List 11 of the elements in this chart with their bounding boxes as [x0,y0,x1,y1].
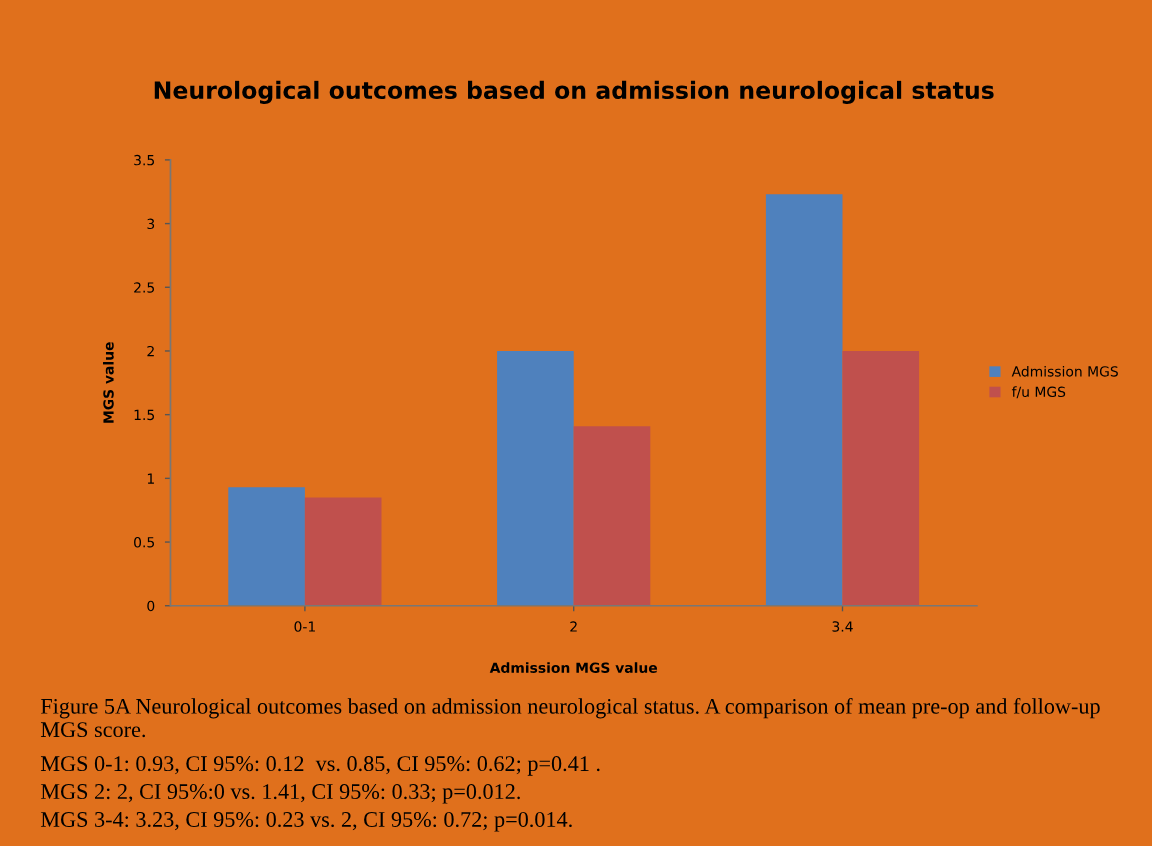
text: MGS 0-1: 0.93, CI 95%: 0.12 vs. 0.85, CI 95%: 0.62; p=0.41 . [40,756,600,776]
bar [573,426,651,606]
bar [842,350,920,606]
bar [497,350,574,606]
text: MGS 2: 2, CI 95%:0 vs. 1.41, CI 95%: 0.33; p=0.012. [40,784,520,804]
bar [304,497,382,606]
text: MGS 3-4: 3.23, CI 95%: 0.23 vs. 2, CI 95%: 0.72; p=0.014. [40,811,572,832]
bar [228,487,305,606]
bar [765,194,843,606]
chart-title: Neurological outcomes based on admission neurological status [154,80,994,104]
caption: Figure 5A Neurological outcomes based on admission neurological status. A comparison of mean pre-op and follow-up MGS score. [40,697,1100,738]
